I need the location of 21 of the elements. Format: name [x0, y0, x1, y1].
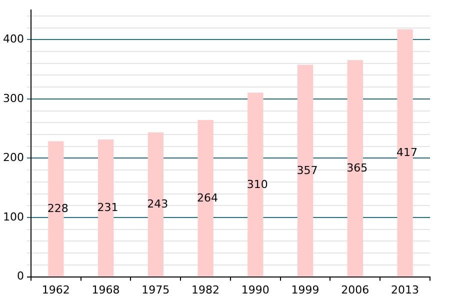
y-tick-label: 200 — [2, 151, 24, 164]
data-label: 357 — [296, 164, 318, 177]
y-tick-label: 100 — [2, 210, 24, 224]
x-tick-label: 2006 — [341, 283, 370, 296]
x-tick-label: 1999 — [291, 283, 320, 296]
data-label: 310 — [246, 178, 268, 191]
data-label: 231 — [97, 201, 118, 214]
x-tick-label: 1982 — [192, 283, 220, 296]
data-label: 264 — [197, 191, 218, 204]
x-tick-label: 1990 — [241, 283, 270, 296]
data-label: 228 — [47, 202, 68, 216]
y-tick-label: 0 — [16, 270, 24, 283]
x-tick-label: 1975 — [142, 283, 170, 296]
data-label: 417 — [396, 146, 418, 160]
x-tick-label: 1962 — [42, 283, 70, 296]
data-label: 365 — [346, 161, 368, 174]
x-tick-label: 1968 — [92, 283, 120, 296]
y-tick-label: 400 — [2, 32, 24, 46]
data-label: 243 — [147, 198, 168, 211]
x-tick-label: 2013 — [391, 283, 420, 296]
y-tick-label: 300 — [2, 92, 24, 105]
